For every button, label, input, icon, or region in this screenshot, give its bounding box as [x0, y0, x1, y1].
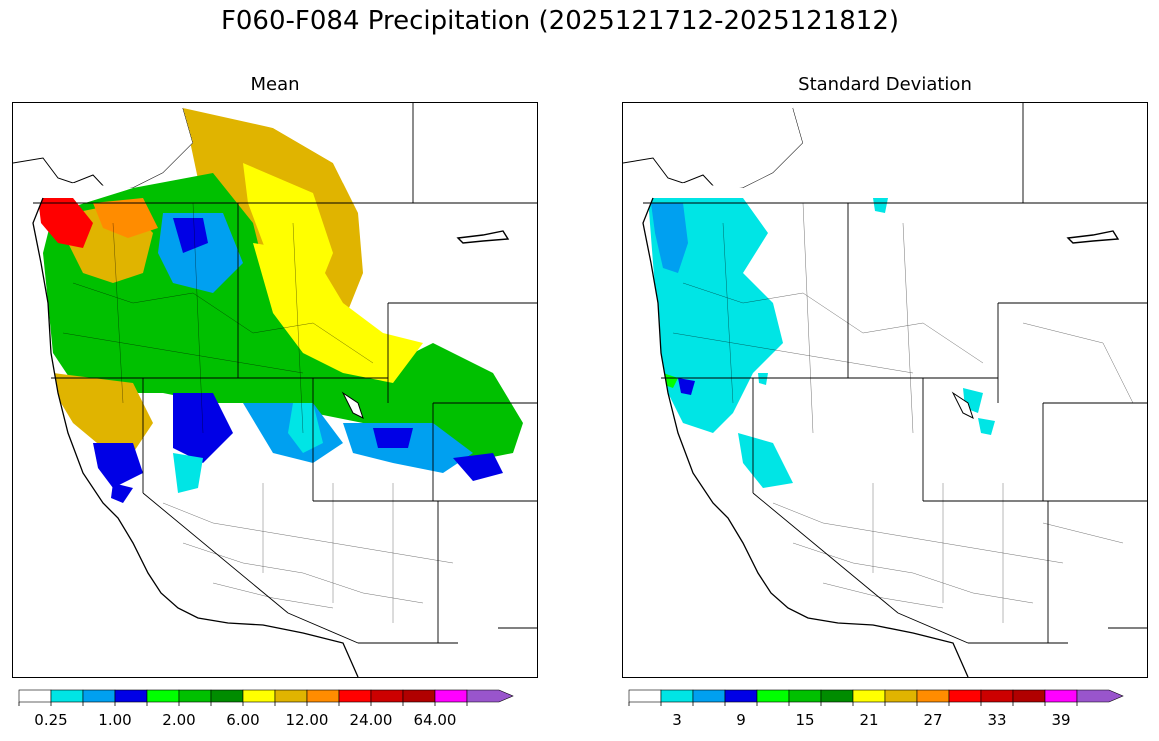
colorbar-segment [916, 689, 950, 703]
colorbar-segment [1012, 689, 1046, 703]
colorbar-tick-label: 24.00 [349, 711, 393, 729]
colorbar-segment [756, 689, 790, 703]
colorbar-tick-label: 33 [987, 711, 1007, 729]
colorbar-segment [306, 689, 340, 703]
mean-precip-field [33, 108, 537, 677]
mean-map [12, 102, 538, 678]
stddev-map [622, 102, 1148, 678]
colorbar-segment [948, 689, 982, 703]
colorbar-segment [884, 689, 918, 703]
colorbar-tick-label: 0.25 [34, 711, 68, 729]
colorbar-segment [660, 689, 694, 703]
colorbar-tick-label: 1.00 [98, 711, 132, 729]
stddev-colorbar [628, 689, 1124, 706]
colorbar-tick-label: 2.00 [162, 711, 196, 729]
colorbar-segment [788, 689, 822, 703]
colorbar-tick-label: 6.00 [226, 711, 260, 729]
colorbar-segment [338, 689, 372, 703]
colorbar-segment [820, 689, 854, 703]
colorbar-tick-label: 39 [1051, 711, 1071, 729]
colorbar-segment [114, 689, 148, 703]
stddev-precip-field [643, 108, 1147, 677]
colorbar-segment [1044, 689, 1078, 703]
colorbar-segment [402, 689, 436, 703]
mean-colorbar [18, 689, 514, 706]
colorbar-segment [466, 689, 514, 703]
colorbar-segment [370, 689, 404, 703]
colorbar-segment [18, 689, 52, 703]
colorbar-tick-label: 64.00 [413, 711, 457, 729]
colorbar-tick-label: 9 [736, 711, 746, 729]
colorbar-segment [434, 689, 468, 703]
colorbar-tick-label: 3 [672, 711, 682, 729]
colorbar-tick-label: 27 [923, 711, 943, 729]
colorbar-segment [82, 689, 116, 703]
colorbar-segment [242, 689, 276, 703]
figure-title: F060-F084 Precipitation (2025121712-2025… [220, 6, 900, 36]
colorbar-segment [210, 689, 244, 703]
colorbar-segment [274, 689, 308, 703]
colorbar-segment [724, 689, 758, 703]
colorbar-segment [852, 689, 886, 703]
colorbar-tick-label: 12.00 [285, 711, 329, 729]
colorbar-tick-label: 15 [795, 711, 815, 729]
colorbar-segment [146, 689, 180, 703]
colorbar-segment [50, 689, 84, 703]
panel-title-stddev: Standard Deviation [798, 74, 972, 95]
colorbar-segment [1076, 689, 1124, 703]
colorbar-segment [178, 689, 212, 703]
colorbar-segment [628, 689, 662, 703]
panel-title-mean: Mean [250, 74, 300, 95]
colorbar-segment [692, 689, 726, 703]
colorbar-tick-label: 21 [859, 711, 879, 729]
colorbar-segment [980, 689, 1014, 703]
